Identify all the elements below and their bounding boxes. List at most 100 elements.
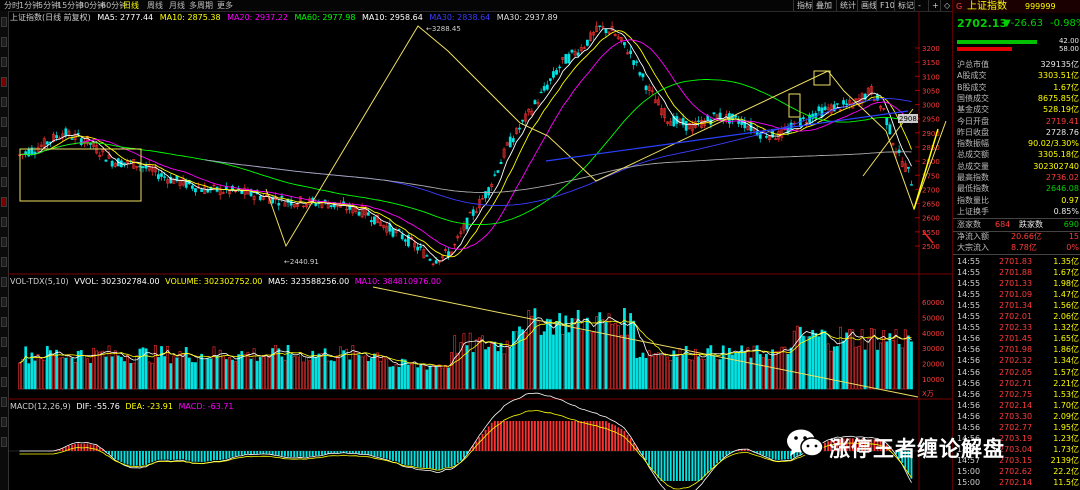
stat-label: A股成交 [957, 71, 987, 81]
volume-bar [903, 329, 907, 390]
candle-body [123, 162, 126, 164]
left-side-strip [0, 11, 9, 490]
side-tab[interactable] [1, 397, 7, 407]
toolbar-button[interactable]: 统计 [836, 0, 856, 11]
toolbar-button[interactable]: 指标 [793, 0, 813, 11]
stat-row: 上证换手 0.85% [953, 206, 1080, 217]
volume-bar [385, 358, 389, 390]
side-tab[interactable] [1, 37, 7, 47]
volume-bar [589, 332, 592, 390]
tick-row: 14:56 2702.05 1.57亿 [953, 367, 1080, 378]
tick-volume: 1.23亿 [1053, 433, 1079, 443]
tick-time: 14:56 [957, 411, 981, 421]
side-tab[interactable] [1, 257, 7, 267]
timeframe-tab[interactable]: 多周期 [189, 1, 213, 10]
candle-body [533, 100, 537, 105]
volume-bar [329, 360, 333, 390]
volume-bar [428, 365, 432, 390]
volume-bar [811, 329, 815, 390]
volume-bar [64, 357, 68, 390]
volume-bar [842, 340, 845, 390]
price-axis-label: 2650 [922, 201, 940, 209]
side-tab[interactable] [1, 357, 7, 367]
stat-value: 2646.08 [1045, 184, 1079, 194]
side-tab[interactable] [1, 57, 7, 67]
stat-row: 今日开盘 2719.41 [953, 116, 1080, 127]
ma-line [19, 28, 912, 262]
volume-bar [530, 315, 534, 390]
tick-volume: 2.09亿 [1053, 411, 1079, 421]
toolbar-button[interactable]: - [914, 0, 921, 11]
timeframe-tab[interactable]: 15分钟 [57, 1, 84, 10]
side-tab[interactable] [1, 77, 7, 87]
candle-body [869, 85, 873, 95]
volume-trend-line [372, 286, 919, 398]
timeframe-tab[interactable]: 1分钟 [19, 1, 41, 10]
side-tab[interactable] [1, 417, 7, 427]
volume-bar [573, 318, 577, 390]
volume-bar [308, 360, 312, 390]
volume-bar [357, 354, 361, 390]
side-tab[interactable] [1, 437, 7, 447]
toolbar-button[interactable]: 标记 [894, 0, 914, 11]
volume-bar [101, 350, 105, 390]
candle-body [305, 203, 308, 207]
volume-bar [39, 358, 43, 390]
side-tab[interactable] [1, 237, 7, 247]
side-tab[interactable] [1, 117, 7, 127]
toolbar-button[interactable]: 画线 [857, 0, 877, 11]
side-tab[interactable] [1, 157, 7, 167]
side-tab[interactable] [1, 337, 7, 347]
side-tab[interactable] [1, 197, 7, 207]
side-tab[interactable] [1, 377, 7, 387]
candle-body [542, 86, 546, 91]
side-tab[interactable] [1, 137, 7, 147]
tick-row: 14:56 2702.75 1.53亿 [953, 389, 1080, 400]
volume-bar [771, 349, 774, 390]
timeframe-tab[interactable]: 5分钟 [38, 1, 60, 10]
candle-body [493, 174, 497, 176]
toolbar-button[interactable]: 叠加 [812, 0, 832, 11]
volume-bar [382, 356, 386, 390]
candle-body [829, 104, 833, 114]
timeframe-tab[interactable]: 60分钟 [101, 1, 128, 10]
timeframe-tab[interactable]: 分时 [4, 1, 20, 10]
wechat-icon [787, 429, 824, 457]
timeframe-tab[interactable]: 更多 [217, 1, 233, 10]
inflow-value: 8.78亿 [1011, 243, 1037, 252]
toolbar-button[interactable]: + [928, 0, 939, 11]
side-tab[interactable] [1, 277, 7, 287]
up-count-label: 涨家数 [957, 220, 981, 229]
volume-bar [552, 334, 555, 390]
tick-price: 2701.83 [999, 257, 1033, 266]
stat-value: 0.85% [1053, 206, 1079, 216]
side-tab[interactable] [1, 97, 7, 107]
toolbar-button[interactable]: F10 [876, 0, 895, 11]
stroke-line [913, 128, 939, 210]
candle-body [854, 98, 858, 101]
timeframe-tab[interactable]: 日线 [123, 1, 139, 10]
timeframe-tab[interactable]: 30分钟 [79, 1, 106, 10]
stat-row: 总成交量 302302740 [953, 161, 1080, 172]
volume-bar [780, 346, 784, 390]
volume-bar [397, 366, 401, 390]
candle-body [132, 159, 136, 169]
stock-chart[interactable]: 3200315031003050300029502900285028002750… [8, 11, 952, 490]
volume-bar [703, 359, 707, 390]
volume-bar [570, 318, 574, 390]
timeframe-tab[interactable]: 月线 [169, 1, 185, 10]
candle-body [487, 187, 491, 196]
candle-body [431, 263, 435, 266]
toolbar-button[interactable]: ◇ [940, 0, 950, 11]
side-tab[interactable] [1, 317, 7, 327]
candle-body [101, 149, 105, 153]
timeframe-tab[interactable]: 周线 [147, 1, 163, 10]
volume-bar [18, 362, 21, 390]
ma10-readout: MA10: 2875.38 [159, 13, 221, 22]
side-tab[interactable] [1, 177, 7, 187]
volume-readout: VOLUME: 302302752.00 [165, 277, 263, 286]
side-tab[interactable] [1, 17, 7, 27]
side-tab[interactable] [1, 297, 7, 307]
candle-body [888, 124, 892, 135]
side-tab[interactable] [1, 217, 7, 227]
